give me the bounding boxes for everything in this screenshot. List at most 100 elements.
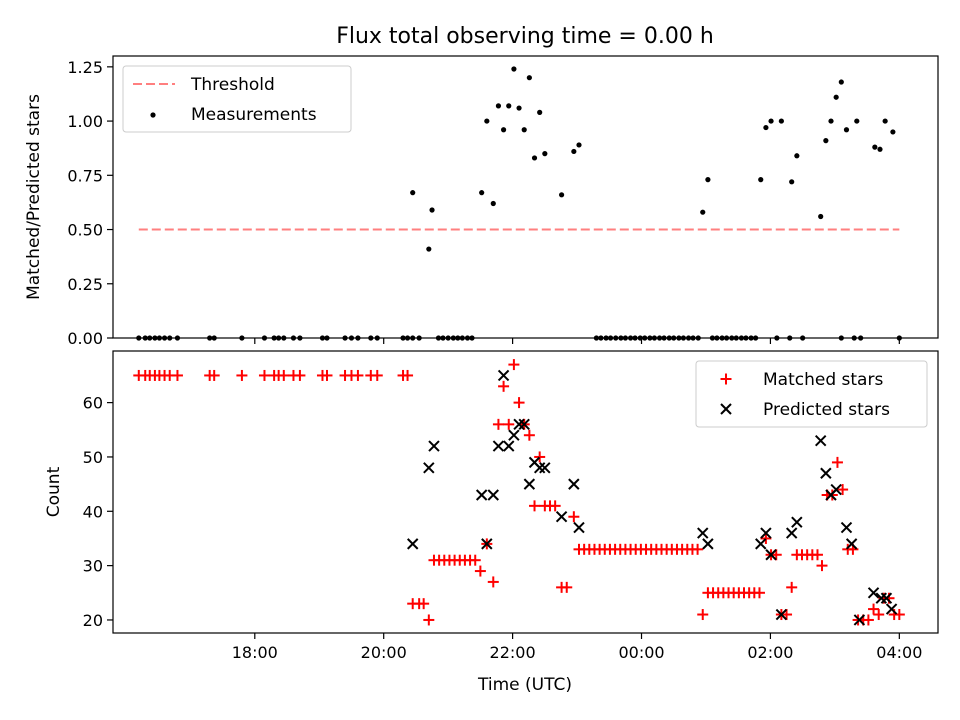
predicted-point [840,521,853,534]
matched-point [371,369,383,381]
measurement-point [484,118,490,124]
measurement-point [778,118,784,124]
measurement-point [700,209,706,215]
predicted-point-b [573,521,585,534]
bottom-y-tick-label: 60 [83,394,103,413]
matched-point [568,511,580,523]
matched-points [133,359,905,626]
predicted-point-b [487,489,499,501]
legend-predicted-marker-b [720,403,732,415]
matched-point [402,369,414,381]
predicted-point-b [503,440,515,452]
measurement-point [877,146,883,152]
predicted-point [820,467,832,479]
measurement-point [516,105,522,111]
predicted-point [513,418,525,431]
measurement-point [495,103,502,109]
bottom-legend: Matched stars Predicted stars [695,360,928,428]
bottom-x-tick-label: 18:00 [232,643,278,662]
legend-matched-swatch [720,373,732,385]
predicted-point-b [475,489,488,501]
predicted-point-b [880,592,893,604]
matched-point [770,549,782,561]
x-axis-label: Time (UTC) [477,675,572,695]
matched-point [492,418,504,430]
predicted-point-b [702,538,714,550]
predicted-point-b [820,467,832,479]
predicted-point-b [867,587,880,599]
measurement-point [576,142,582,148]
measurement-point [872,144,878,150]
measurement-point [882,118,888,124]
matched-point [523,429,535,441]
measurement-point [490,200,496,207]
predicted-point [475,489,488,501]
matched-point [862,614,874,626]
measurement-point [763,124,769,131]
top-y-tick-label: 0.75 [67,166,103,185]
predicted-point [523,478,536,490]
top-y-axis-label: Matched/Predicted stars [24,94,44,300]
matched-point [868,603,880,615]
predicted-point [775,608,788,621]
matched-point [753,587,765,599]
matched-point [503,418,515,430]
predicted-point-b [568,478,580,490]
bottom-x-tick-label: 00:00 [618,643,664,662]
predicted-point-b [885,603,898,615]
predicted-point [875,592,887,604]
matched-point [513,397,525,409]
predicted-point-b [513,418,525,431]
bottom-x-tick-label: 22:00 [490,643,536,662]
measurement-point [426,246,432,252]
measurement-point [531,155,538,161]
matched-point [508,359,520,371]
predicted-point-b [830,483,842,496]
top-y-tick-label: 1.25 [67,58,103,77]
chart-title: Flux total observing time = 0.00 h [336,24,714,49]
predicted-point-b [845,538,858,550]
legend-measurements-swatch [150,112,156,118]
predicted-point-b [518,418,530,431]
matched-point [294,369,306,381]
measurement-point [843,127,850,133]
predicted-point-b [760,527,772,539]
top-legend-box [122,65,352,133]
predicted-point-b [508,429,520,441]
measurement-point [823,138,829,144]
predicted-point [853,614,866,626]
top-y-tick-label: 1.00 [67,112,103,131]
predicted-point [702,538,714,550]
matched-point [321,369,333,381]
measurement-point [794,153,800,159]
predicted-point [481,538,493,550]
measurement-point [410,190,416,196]
bottom-x-tick-label: 02:00 [747,643,793,662]
measurement-point [521,127,527,133]
predicted-point [765,549,777,561]
top-panel: 0.00 0.25 0.50 0.75 1.00 1.25 Matched/Predict… [24,55,939,348]
matched-point [692,543,704,555]
predicted-point [492,440,505,452]
bottom-y-axis-label: Count [44,466,64,517]
bottom-y-tick-label: 40 [83,502,103,521]
legend-matched-marker [720,373,732,385]
measurement-point [511,66,517,72]
measurement-point [571,148,577,155]
measurement-point [542,151,548,157]
bottom-y-tick-label: 30 [83,557,103,576]
matched-point [837,484,849,496]
matched-point [534,451,546,463]
top-y-ticks: 0.00 0.25 0.50 0.75 1.00 1.25 [67,58,113,348]
predicted-point [555,511,568,523]
bottom-y-tick-label: 20 [83,611,103,630]
legend-matched-label: Matched stars [763,370,883,390]
predicted-point [830,483,842,496]
top-y-tick-label: 0.25 [67,275,103,294]
matched-point [549,500,561,512]
matched-point [423,614,435,626]
predicted-point-b [785,527,798,539]
measurement-point [828,118,834,124]
predicted-points [406,369,898,626]
matched-point [171,369,183,381]
